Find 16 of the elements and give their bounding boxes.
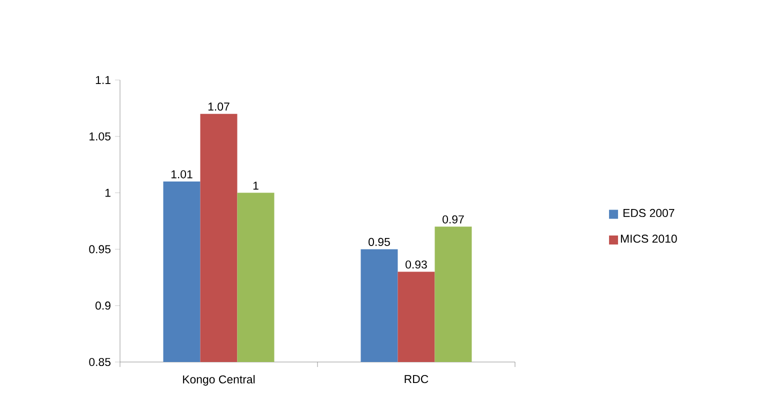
y-tick-label: 0.9 xyxy=(96,302,110,310)
y-tick-label: 0.95 xyxy=(89,245,110,254)
y-tick-label: 1.1 xyxy=(96,76,110,84)
data-label: 0.93 xyxy=(406,260,427,269)
data-label: 1.07 xyxy=(208,102,230,111)
legend-label: MICS 2010 xyxy=(620,234,677,243)
data-label: 1 xyxy=(253,182,258,190)
data-label: 0.97 xyxy=(442,215,464,224)
x-tick-label: RDC xyxy=(404,375,428,384)
y-tick-label: 0.85 xyxy=(89,358,110,366)
x-tick-label: Kongo Central xyxy=(183,375,255,386)
data-label: 0.95 xyxy=(368,238,390,246)
data-label: 1.01 xyxy=(171,170,192,178)
y-tick-label: 1.05 xyxy=(90,132,110,140)
legend-label: EDS 2007 xyxy=(624,208,674,218)
y-tick-label: 1 xyxy=(105,188,110,197)
